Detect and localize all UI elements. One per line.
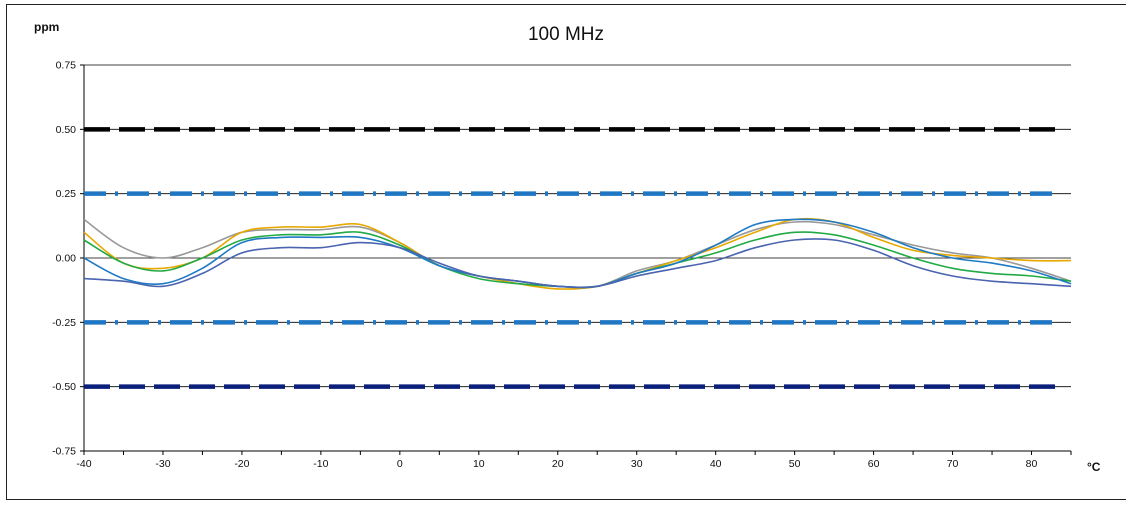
- x-tick-label: -10: [313, 458, 328, 470]
- x-tick-label: 30: [631, 458, 643, 470]
- x-tick-label: 50: [789, 458, 801, 470]
- x-tick-label: 40: [710, 458, 722, 470]
- y-tick-label: 0.75: [56, 60, 77, 72]
- x-tick-label: 70: [947, 458, 959, 470]
- y-tick-label: -0.75: [52, 446, 76, 458]
- series-line-2: [83, 217, 1072, 290]
- x-tick-label: 10: [473, 458, 485, 470]
- x-tick-label: -20: [234, 458, 249, 470]
- x-tick-label: 20: [552, 458, 564, 470]
- chart-frame: [6, 4, 1126, 500]
- series-line-5: [83, 238, 1072, 289]
- y-axis-unit-label: ppm: [34, 20, 60, 34]
- y-tick-label: -0.25: [52, 317, 76, 329]
- x-tick-label: 0: [397, 458, 403, 470]
- series-line-4: [83, 218, 1072, 289]
- x-tick-label: 60: [868, 458, 880, 470]
- y-tick-label: 0.25: [56, 188, 77, 200]
- series-line-3: [83, 231, 1072, 289]
- x-tick-label: -40: [76, 458, 91, 470]
- x-axis-unit-label: °C: [1087, 460, 1101, 474]
- x-tick-label: 80: [1026, 458, 1038, 470]
- series-line-1: [83, 218, 1072, 289]
- y-tick-label: -0.50: [52, 381, 76, 393]
- chart-title: 100 MHz: [527, 24, 605, 45]
- x-tick-label: -30: [155, 458, 170, 470]
- y-tick-label: 0.00: [56, 253, 77, 265]
- y-tick-label: 0.50: [56, 124, 77, 136]
